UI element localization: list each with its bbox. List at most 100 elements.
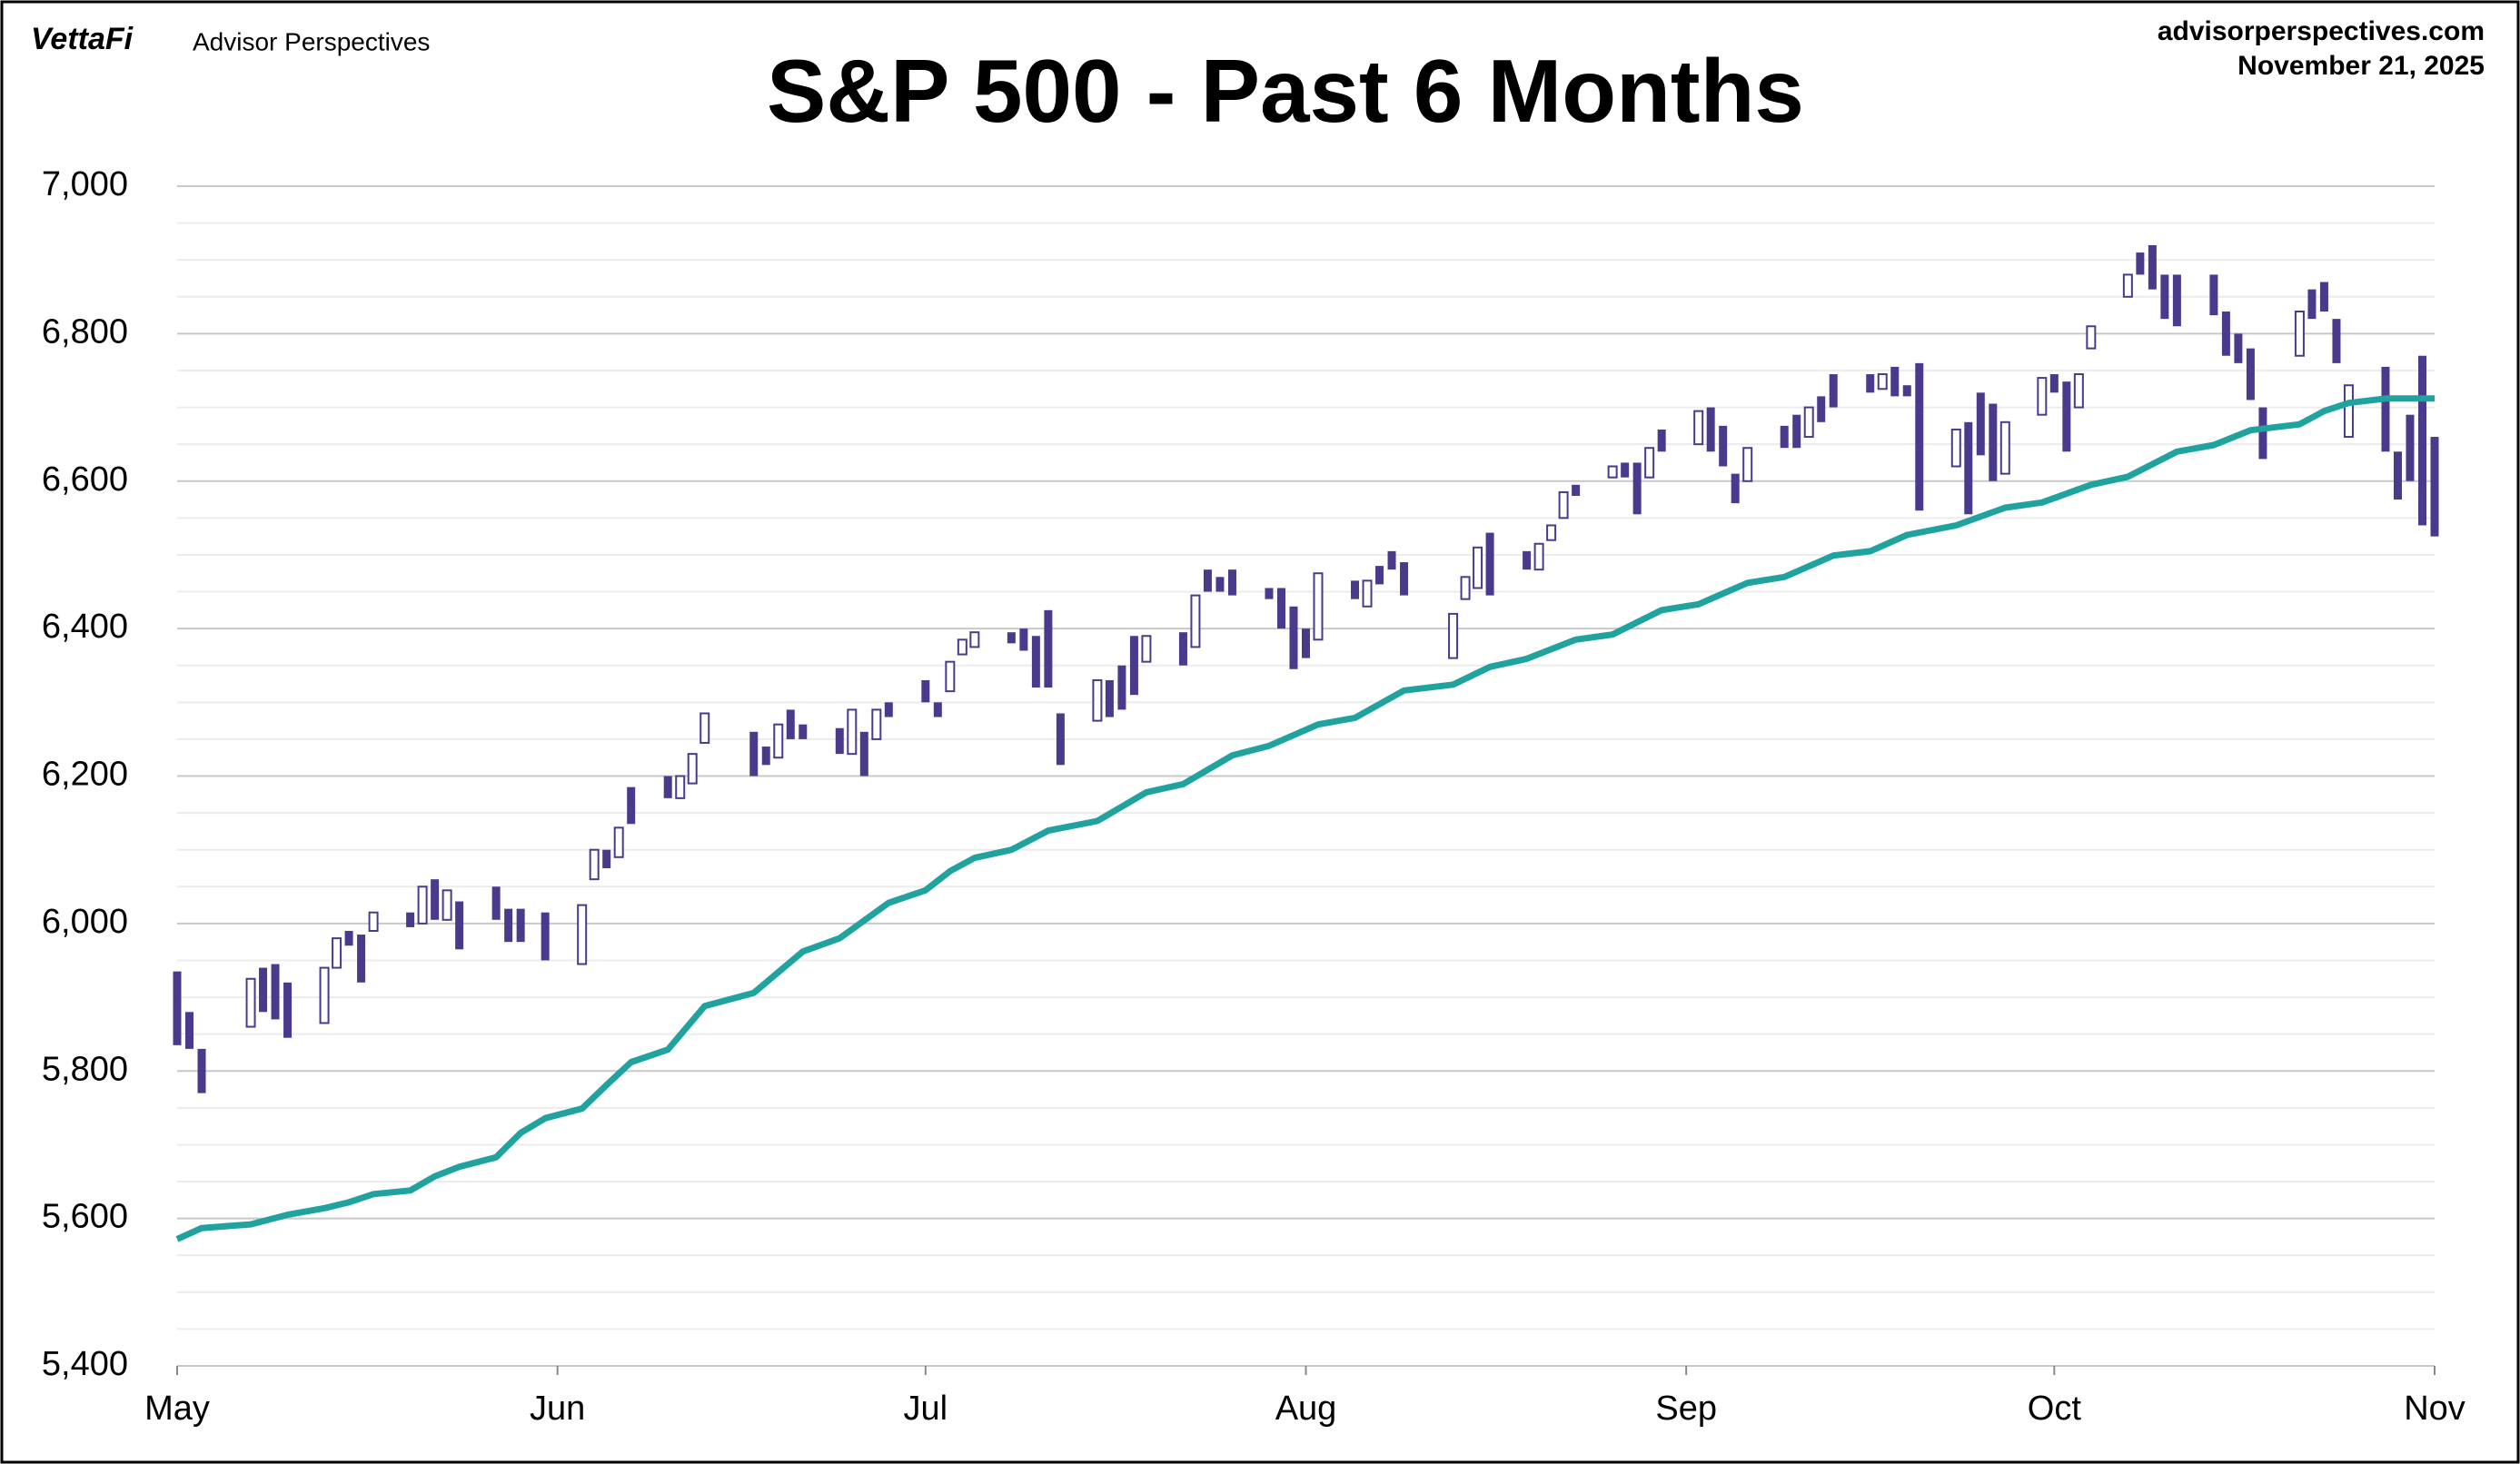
candle [1742,447,1753,482]
x-tick-label: May [144,1390,210,1428]
candle [1632,462,1642,515]
candle [1289,606,1298,669]
publisher: Advisor Perspectives [193,27,430,55]
y-tick-label: 6,200 [42,756,128,794]
candle [786,709,795,739]
candle [613,826,624,858]
candle [1485,532,1494,596]
candle [1780,425,1789,449]
candle [2319,282,2328,312]
candle [1129,636,1138,696]
candle [1950,428,1961,468]
candle [933,702,942,717]
y-tick-label: 5,600 [42,1198,128,1236]
candle [1007,632,1016,644]
moving-average-line [175,395,2435,1242]
candle [1902,385,1911,397]
candle [455,901,464,950]
candle [1523,550,1532,570]
candle [1693,410,1704,446]
candle [1387,550,1396,570]
candle [1190,594,1201,648]
candle [699,712,710,744]
candle [406,912,415,927]
candle [2049,374,2059,393]
candle [847,708,858,756]
candle [2073,373,2084,409]
candle [1460,576,1471,600]
candle [431,879,440,920]
candle [1019,628,1028,651]
y-tick-label: 6,800 [42,312,128,351]
candle [1792,414,1801,449]
candle [2221,312,2230,356]
x-tick-label: Sep [1655,1390,1717,1428]
candle [504,908,513,943]
y-tick-label: 5,400 [42,1345,128,1383]
candle [2258,407,2267,460]
candle [1203,569,1212,592]
candle [761,747,770,766]
candle [2234,333,2243,363]
candle [2148,244,2157,290]
brand: VettaFi [31,22,134,56]
candle [1621,462,1630,478]
candle [2086,325,2097,350]
chart-title: S&P 500 - Past 6 Months [767,41,1804,141]
candle [589,848,600,881]
candle [835,727,844,755]
candle [577,904,588,965]
candle [1657,429,1666,452]
candle [2122,273,2133,298]
candle [2393,451,2402,500]
candle [1890,366,1900,397]
candle [1817,396,1826,422]
candle [1866,374,1875,393]
candle [271,964,280,1020]
candle [1572,484,1581,496]
candle [1546,524,1557,541]
candle [344,930,353,946]
candle [2136,252,2145,275]
candle [799,724,808,739]
x-tick-label: Oct [2028,1390,2082,1428]
candle [2307,289,2317,320]
candle [2430,437,2439,537]
candle [663,776,672,798]
candle [245,977,256,1028]
candle [541,912,550,961]
candle [1313,572,1324,641]
candle [1351,580,1360,599]
date: November 21, 2025 [2237,51,2485,81]
candle [1731,473,1740,504]
y-tick-label: 6,600 [42,460,128,499]
candle [921,679,930,703]
y-tick-label: 6,000 [42,903,128,941]
candle [1056,713,1065,766]
candle [859,731,868,777]
candle [1473,546,1483,589]
y-tick-label: 5,800 [42,1050,128,1088]
candle [1265,588,1274,599]
candle [357,935,366,983]
candle [627,786,636,825]
candle [1178,632,1187,666]
candle [1105,679,1114,717]
candle [1117,665,1126,710]
candle [2332,319,2341,363]
candle [197,1048,206,1093]
candle [945,660,956,693]
candle [675,775,686,799]
candle [1558,490,1569,519]
candle [884,702,893,717]
candle [2172,274,2181,327]
website: advisorperspectives.com [2158,16,2485,46]
candle [417,885,428,925]
candle [1803,406,1814,439]
candle [1964,421,1973,515]
candle [2209,274,2218,316]
candle [259,967,268,1013]
candle [173,971,182,1045]
candle [1877,373,1888,391]
